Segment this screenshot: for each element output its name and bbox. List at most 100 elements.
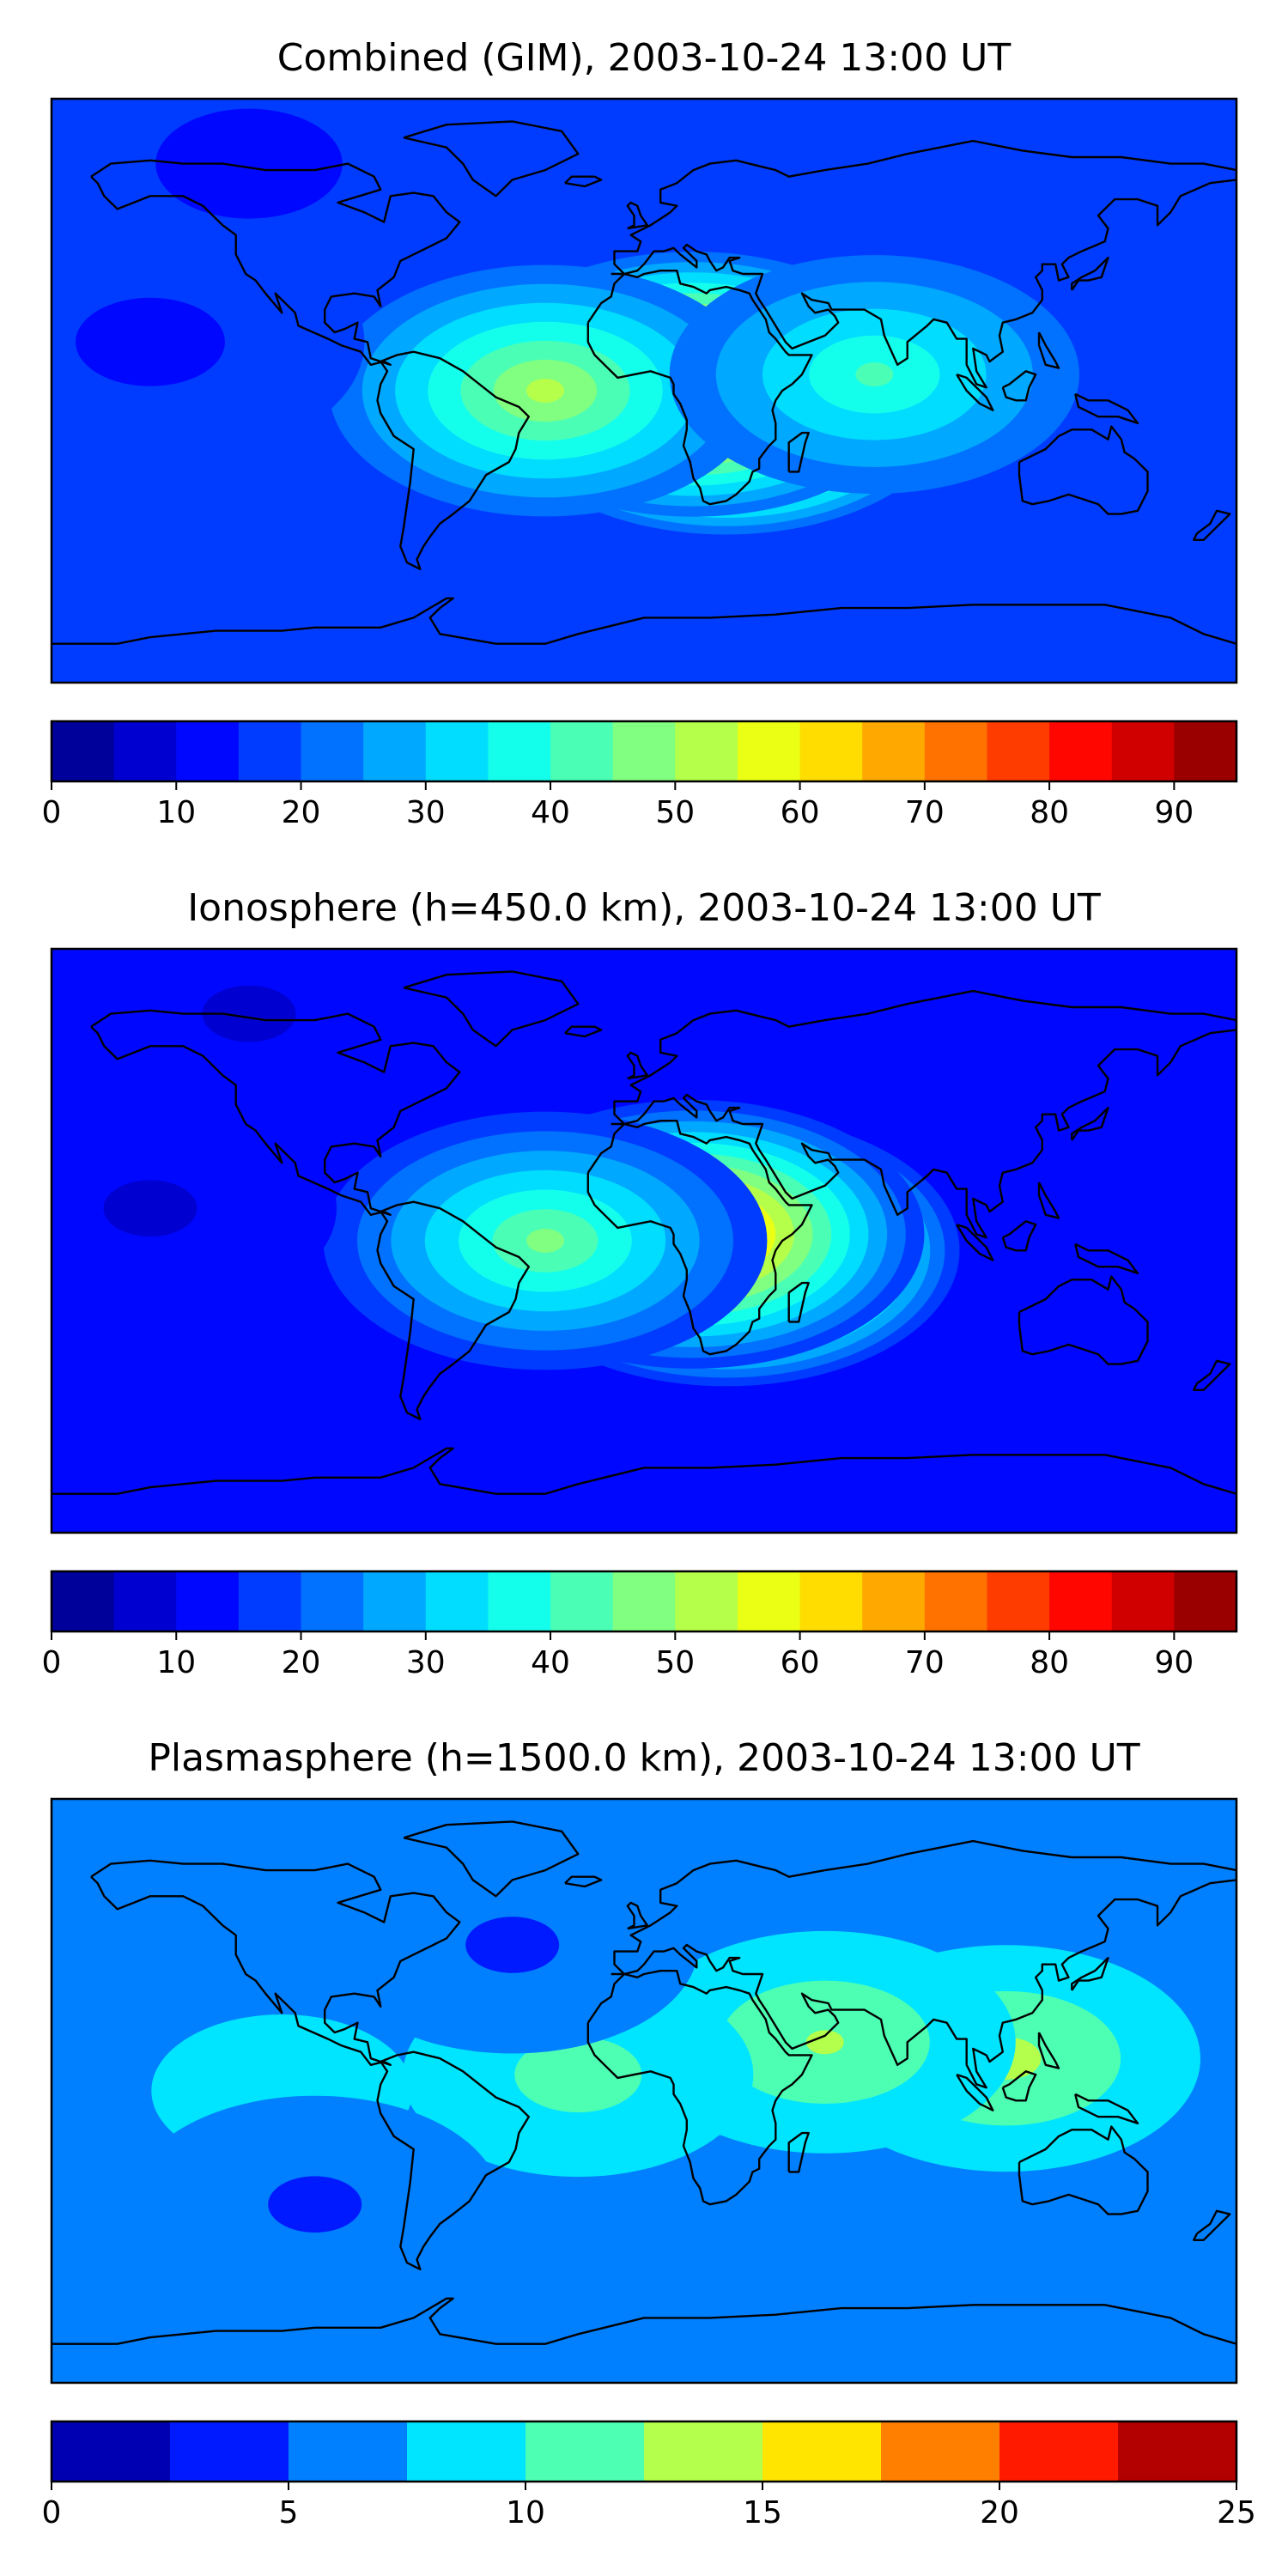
colorbar: 0 10 20 30 40 50 60 70 80 90 (42, 1570, 1238, 1680)
coastline (376, 1200, 530, 1420)
coastline (586, 1120, 813, 1356)
contour-band (476, 2220, 812, 2383)
colorbar-tick-label: 80 (1030, 795, 1069, 830)
colorbar-tick-label: 50 (655, 795, 695, 830)
colorbar-segment (1174, 1571, 1237, 1631)
coastline (52, 1447, 1236, 1495)
coastline (1074, 1242, 1139, 1274)
colorbar-frame (50, 720, 1238, 783)
coastline (611, 1839, 1236, 2089)
coastlines (52, 970, 1236, 1495)
coastline (90, 1009, 461, 1216)
colorbar-segment (675, 721, 738, 781)
coastline (1193, 1359, 1231, 1391)
colorbar-segment (363, 1571, 427, 1631)
colorbar-tick-label: 20 (282, 1645, 321, 1680)
panel-ionosphere: Ionosphere (h=450.0 km), 2003-10-24 13:0… (42, 886, 1238, 1680)
coastline (1071, 1106, 1109, 1141)
colorbar-segment (737, 1571, 801, 1631)
colorbar-segment (1174, 721, 1237, 781)
colorbar-segment (987, 721, 1050, 781)
panel-combined: Combined (GIM), 2003-10-24 13:00 UT 0 10 2… (42, 36, 1238, 830)
colorbar-tick-label: 60 (781, 795, 820, 830)
colorbar-segment (924, 721, 988, 781)
coastline (611, 989, 1236, 1239)
colorbar-tick-label: 20 (282, 795, 321, 830)
coastline (52, 2297, 1236, 2345)
colorbar-segment (301, 1571, 364, 1631)
coastline (956, 1223, 994, 1261)
contour-feature (329, 264, 762, 517)
colorbar-segment (924, 1571, 988, 1631)
colorbar-segment (550, 1571, 614, 1631)
colorbar-tick-label: 25 (1217, 2495, 1256, 2530)
tec-map (52, 99, 1236, 683)
colorbar-tick-label: 30 (406, 1645, 446, 1680)
colorbar-segment (52, 2421, 171, 2482)
contour-band (155, 108, 343, 219)
colorbar-tick-label: 0 (42, 795, 62, 830)
map-frame (50, 97, 1238, 684)
colorbar-segment (799, 1571, 863, 1631)
coastline (787, 1281, 810, 1323)
colorbar-tick-label: 10 (156, 795, 196, 830)
coastline (1074, 2093, 1139, 2124)
colorbar: 0 5 10 15 20 25 (42, 2420, 1256, 2530)
contour-feature (52, 99, 467, 290)
coastline (564, 175, 603, 188)
coastline (1018, 425, 1149, 515)
map-contours (52, 99, 1236, 683)
coastline (1193, 509, 1231, 541)
coastline (1001, 370, 1037, 402)
coastline (564, 1025, 603, 1038)
colorbar-segment (612, 1571, 676, 1631)
coastline (52, 597, 1236, 645)
colorbar-tick-label: 80 (1030, 1645, 1069, 1680)
contour-feature (63, 949, 435, 1123)
coastline (611, 139, 1236, 389)
contour-band (268, 2176, 362, 2233)
colorbar-tick-label: 50 (655, 1645, 695, 1680)
colorbar-segment (301, 721, 364, 781)
colorbar-segment (881, 2421, 1000, 2482)
chart-title: Ionosphere (h=450.0 km), 2003-10-24 13:0… (187, 886, 1101, 930)
panel-plasmasphere: Plasmasphere (h=1500.0 km), 2003-10-24 1… (42, 1736, 1256, 2530)
contour-feature (323, 1111, 768, 1370)
coastline (1071, 256, 1109, 291)
coastlines (52, 1820, 1236, 2345)
colorbar-segment (1111, 1571, 1175, 1631)
colorbar-segment (113, 1571, 177, 1631)
colorbar-tick-label: 15 (743, 2495, 782, 2530)
colorbar-segment (999, 2421, 1119, 2482)
colorbar-segment (862, 721, 926, 781)
colorbar-segment (363, 721, 427, 781)
contour-band (805, 2030, 844, 2055)
colorbar-segment (675, 1571, 738, 1631)
coastline (1037, 331, 1060, 369)
colorbar-tick-label: 60 (781, 1645, 820, 1680)
coastline (1018, 1275, 1149, 1365)
colorbar-segment (488, 1571, 551, 1631)
coastline (564, 1875, 603, 1888)
colorbar-segment (799, 721, 863, 781)
coastline (626, 201, 648, 230)
coastline (403, 120, 580, 197)
colorbar-segment (407, 2421, 526, 2482)
coastline (586, 270, 813, 506)
coastline (956, 373, 994, 411)
map-contours (52, 1799, 1236, 2383)
colorbar-tick-label: 5 (279, 2495, 299, 2530)
colorbar-tick-label: 10 (156, 1645, 196, 1680)
map-frame (50, 1797, 1238, 2385)
colorbar-segment (737, 721, 801, 781)
colorbar-segment (987, 1571, 1050, 1631)
coastline (90, 159, 461, 366)
colorbar-tick-label: 90 (1154, 1645, 1194, 1680)
colorbar-frame (50, 2420, 1238, 2483)
colorbar-segment (862, 1571, 926, 1631)
contour-feature (325, 1836, 699, 2054)
contour-band (526, 379, 564, 403)
coastline (586, 1970, 813, 2206)
coastline (1037, 1182, 1060, 1219)
map-frame (50, 947, 1238, 1534)
